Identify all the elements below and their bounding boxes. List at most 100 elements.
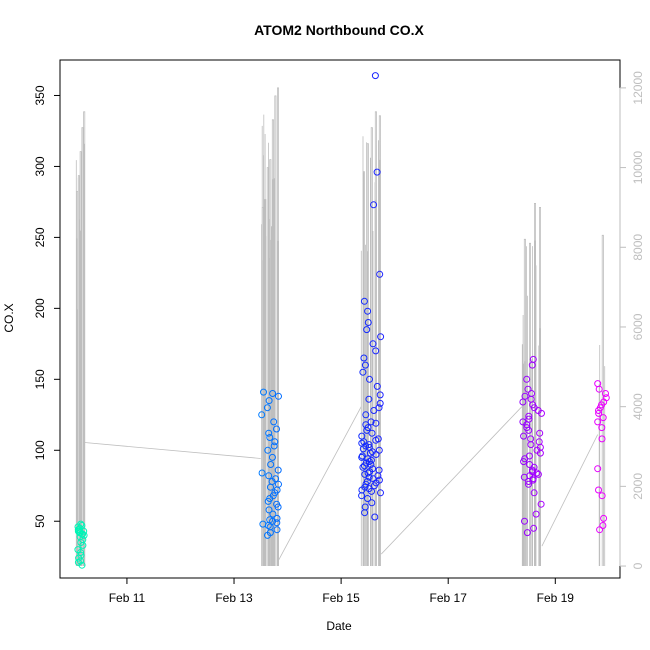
data-point <box>602 394 610 402</box>
data-point <box>602 390 609 397</box>
data-point <box>376 399 384 407</box>
data-point <box>265 506 273 514</box>
data-point <box>271 438 279 446</box>
y-tick-label: 200 <box>33 298 47 318</box>
data-point <box>360 297 368 305</box>
data-point <box>368 429 376 437</box>
data-point <box>265 429 273 437</box>
data-point <box>361 503 369 511</box>
y-tick-label: 100 <box>33 440 47 460</box>
data-point <box>364 469 372 477</box>
data-point <box>358 439 366 447</box>
data-points <box>74 72 610 569</box>
data-point <box>521 517 528 525</box>
y2-tick-label: 10000 <box>631 151 645 185</box>
y2-tick-label: 0 <box>631 562 645 569</box>
data-point <box>532 510 540 518</box>
data-point <box>77 551 85 559</box>
data-point <box>373 382 381 390</box>
data-point <box>358 452 366 460</box>
data-point <box>374 435 382 443</box>
y2-tick-label: 6000 <box>631 313 645 340</box>
data-point <box>364 319 372 326</box>
secondary-series <box>75 87 606 566</box>
data-point <box>375 446 383 454</box>
data-point <box>364 307 372 315</box>
data-point <box>367 456 375 464</box>
data-point <box>264 446 272 454</box>
data-point <box>360 354 368 362</box>
data-point <box>265 397 273 405</box>
data-point <box>359 368 367 376</box>
data-point <box>365 395 373 403</box>
data-point <box>377 333 385 341</box>
secondary-connector <box>84 442 261 459</box>
secondary-connector <box>541 434 599 547</box>
data-point <box>273 500 281 508</box>
data-point <box>536 429 544 437</box>
y-axis-label: CO.X <box>2 303 16 332</box>
data-point <box>373 168 381 176</box>
data-point <box>270 442 278 450</box>
data-point <box>273 519 281 527</box>
data-point <box>273 425 280 433</box>
data-point <box>525 415 533 423</box>
data-point <box>77 520 85 528</box>
y-tick-label: 50 <box>33 514 47 528</box>
data-point <box>524 385 532 393</box>
data-point <box>273 514 281 522</box>
data-point <box>372 419 380 427</box>
data-point <box>595 486 602 494</box>
secondary-segment <box>360 111 381 566</box>
data-point <box>527 435 535 443</box>
x-tick-label: Feb 13 <box>215 591 253 605</box>
data-point <box>369 340 377 348</box>
data-point <box>274 466 282 474</box>
data-point <box>598 435 606 443</box>
data-point <box>600 514 608 522</box>
data-point <box>372 347 380 355</box>
data-point <box>520 432 528 440</box>
data-point <box>363 326 371 334</box>
chart-title: ATOM2 Northbound CO.X <box>254 22 424 38</box>
y-tick-label: 350 <box>33 85 47 105</box>
y2-tick-label: 12000 <box>631 71 645 105</box>
x-axis-label: Date <box>326 619 352 633</box>
data-point <box>523 375 531 383</box>
data-point <box>361 361 369 369</box>
data-point <box>266 516 274 524</box>
y2-tick-label: 4000 <box>631 393 645 420</box>
data-point <box>365 441 373 449</box>
secondary-segment <box>261 87 279 566</box>
data-point <box>74 546 82 554</box>
data-point <box>269 510 277 518</box>
data-point <box>377 489 384 497</box>
data-point <box>370 201 378 209</box>
data-point <box>267 461 275 468</box>
data-point <box>594 418 602 426</box>
data-point <box>272 475 280 483</box>
data-point <box>265 472 273 480</box>
data-point <box>537 500 545 508</box>
data-point <box>358 432 366 440</box>
data-point <box>529 355 537 363</box>
data-point <box>521 392 529 400</box>
data-point <box>270 418 278 426</box>
data-point <box>273 526 281 534</box>
data-point <box>362 411 370 419</box>
data-point <box>259 520 267 528</box>
data-point <box>367 418 375 426</box>
data-point <box>260 388 267 396</box>
y2-tick-label: 8000 <box>631 234 645 261</box>
data-point <box>371 72 379 80</box>
secondary-segment <box>598 234 606 566</box>
data-point <box>535 438 543 446</box>
data-point <box>268 453 276 461</box>
data-point <box>534 470 542 478</box>
data-point <box>525 412 533 420</box>
data-point <box>368 499 376 507</box>
data-point <box>263 404 271 412</box>
data-point <box>258 411 266 419</box>
data-point <box>523 529 531 537</box>
